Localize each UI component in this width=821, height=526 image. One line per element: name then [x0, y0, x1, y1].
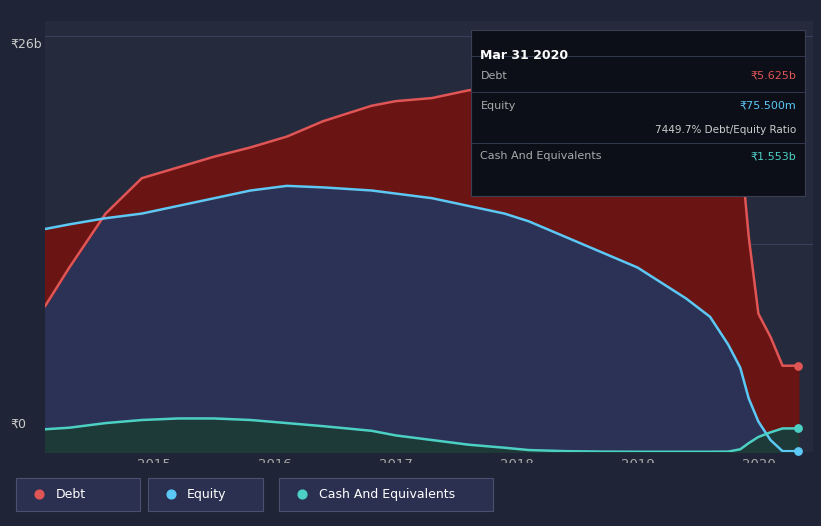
FancyBboxPatch shape — [279, 478, 493, 511]
Point — [33, 490, 46, 499]
Point — [791, 361, 805, 370]
FancyBboxPatch shape — [148, 478, 263, 511]
Text: 7449.7% Debt/Equity Ratio: 7449.7% Debt/Equity Ratio — [654, 125, 796, 135]
Text: ₹26b: ₹26b — [11, 38, 42, 52]
Point — [791, 447, 805, 456]
Point — [296, 490, 309, 499]
Text: Equity: Equity — [480, 101, 516, 111]
Text: Cash And Equivalents: Cash And Equivalents — [480, 151, 602, 161]
Text: Cash And Equivalents: Cash And Equivalents — [319, 488, 455, 501]
Text: Mar 31 2020: Mar 31 2020 — [480, 49, 568, 62]
Point — [164, 490, 177, 499]
Text: Debt: Debt — [480, 70, 507, 80]
Text: Debt: Debt — [56, 488, 86, 501]
Text: ₹0: ₹0 — [11, 418, 26, 431]
Text: Equity: Equity — [187, 488, 227, 501]
Text: ₹1.553b: ₹1.553b — [750, 151, 796, 161]
FancyBboxPatch shape — [471, 29, 805, 196]
Text: ₹75.500m: ₹75.500m — [739, 101, 796, 111]
FancyBboxPatch shape — [16, 478, 140, 511]
Text: ₹5.625b: ₹5.625b — [750, 70, 796, 80]
Point — [791, 424, 805, 433]
